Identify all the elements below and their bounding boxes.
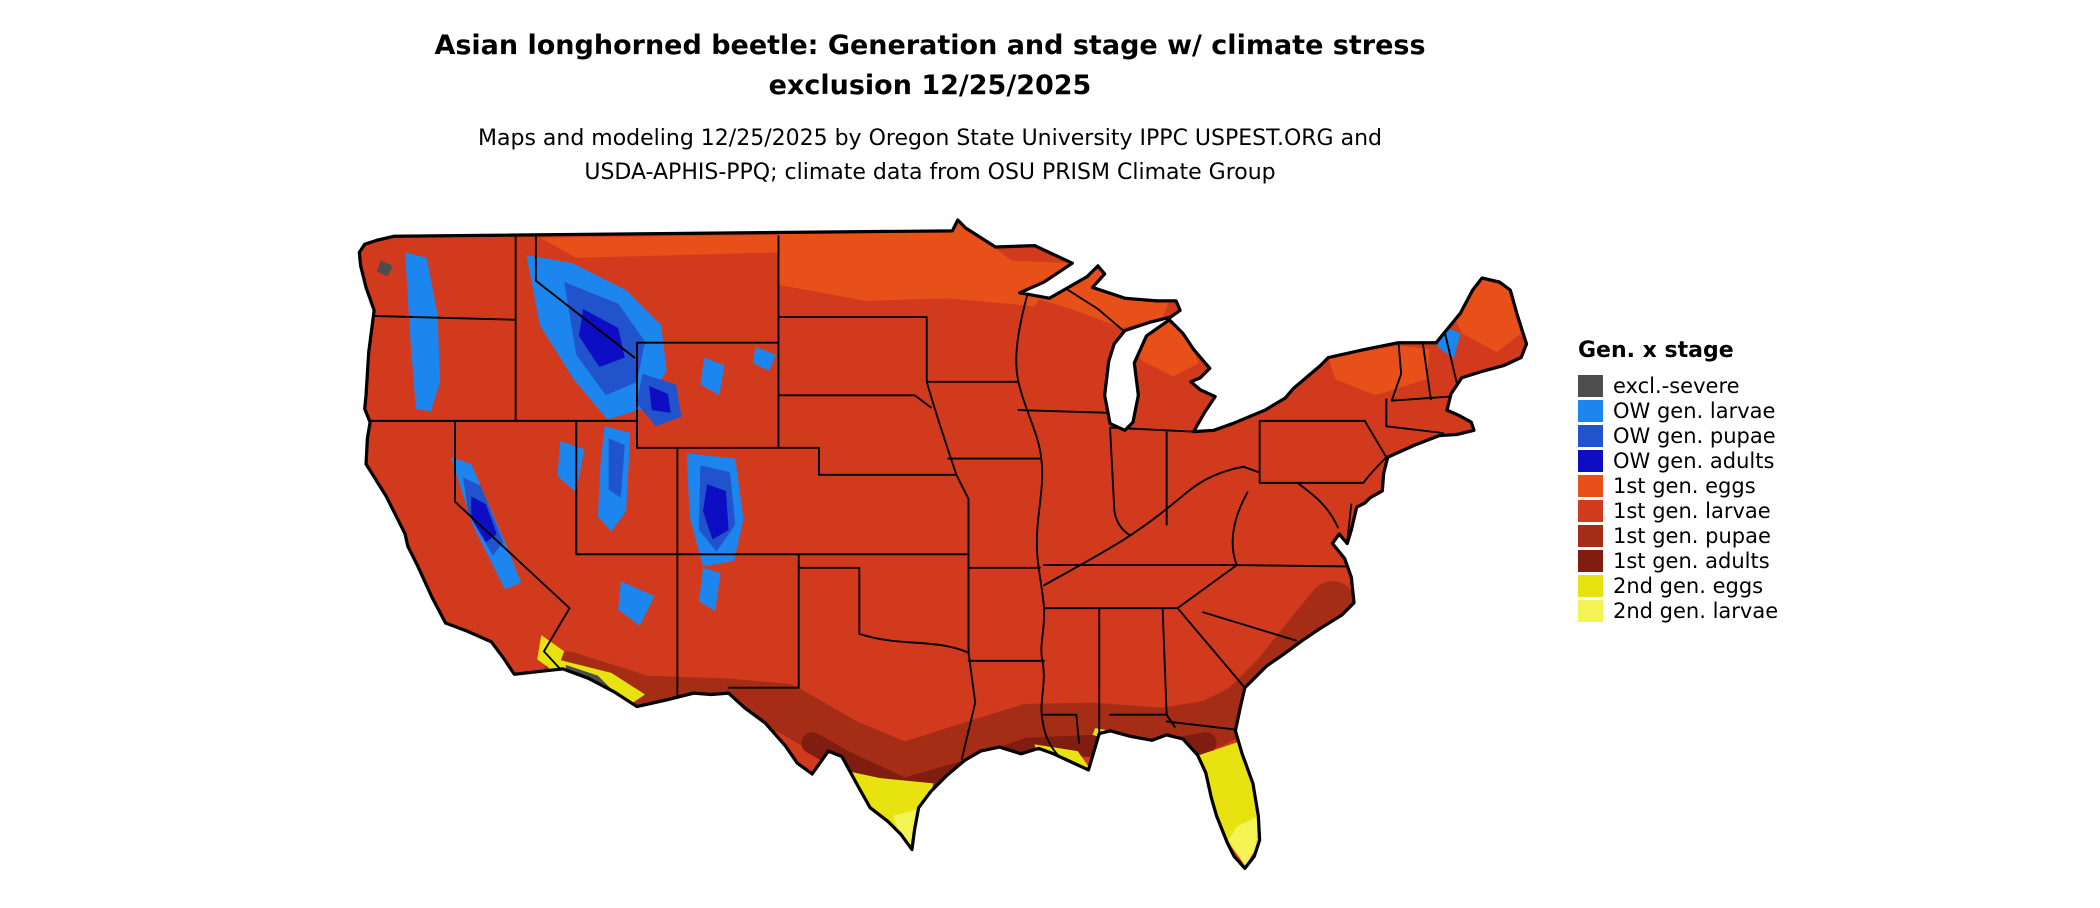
legend-item-label: 2nd gen. eggs [1613, 573, 1764, 598]
legend-item-label: excl.-severe [1613, 373, 1740, 398]
legend-items: excl.-severe OW gen. larvae OW gen. pupae O… [1578, 373, 1838, 623]
page-subtitle: Maps and modeling 12/25/2025 by Oregon S… [0, 122, 1860, 190]
legend-swatch [1578, 374, 1603, 397]
legend-item: 1st gen. adults [1578, 548, 1838, 573]
legend-item: excl.-severe [1578, 373, 1838, 398]
legend-title: Gen. x stage [1578, 338, 1734, 363]
legend-item: 1st gen. eggs [1578, 473, 1838, 498]
legend-swatch [1578, 399, 1603, 422]
legend-swatch [1578, 474, 1603, 497]
legend-swatch [1578, 499, 1603, 522]
page-subtitle-line2: USDA-APHIS-PPQ; climate data from OSU PR… [584, 160, 1276, 185]
state-borders [363, 235, 1459, 762]
us-outline [357, 218, 1529, 870]
legend-item-label: 1st gen. pupae [1613, 523, 1771, 548]
legend-item-label: 1st gen. larvae [1613, 498, 1771, 523]
legend-item-label: 1st gen. adults [1613, 548, 1770, 573]
legend: Gen. x stage excl.-severe OW gen. larvae O… [1578, 338, 1838, 623]
regions-ow-adults [471, 309, 729, 543]
legend-item: 2nd gen. larvae [1578, 598, 1838, 623]
legend-swatch [1578, 549, 1603, 572]
us-phenology-map [300, 206, 1540, 908]
regions-gen1-eggs [539, 221, 1522, 396]
page-subtitle-line1: Maps and modeling 12/25/2025 by Oregon S… [478, 126, 1382, 151]
legend-item: OW gen. pupae [1578, 423, 1838, 448]
legend-swatch [1578, 599, 1603, 622]
legend-swatch [1578, 574, 1603, 597]
page-title-line1: Asian longhorned beetle: Generation and … [434, 30, 1426, 61]
legend-item: 1st gen. pupae [1578, 523, 1838, 548]
legend-swatch [1578, 449, 1603, 472]
legend-item-label: OW gen. adults [1613, 448, 1775, 473]
page-title: Asian longhorned beetle: Generation and … [0, 26, 1860, 106]
legend-item: 1st gen. larvae [1578, 498, 1838, 523]
map-svg [357, 218, 1529, 870]
legend-item-label: OW gen. larvae [1613, 398, 1776, 423]
legend-item: OW gen. larvae [1578, 398, 1838, 423]
legend-item-label: 1st gen. eggs [1613, 473, 1756, 498]
legend-swatch [1578, 524, 1603, 547]
legend-swatch [1578, 424, 1603, 447]
legend-item-label: 2nd gen. larvae [1613, 598, 1779, 623]
legend-item: OW gen. adults [1578, 448, 1838, 473]
legend-item-label: OW gen. pupae [1613, 423, 1776, 448]
legend-item: 2nd gen. eggs [1578, 573, 1838, 598]
page-title-line2: exclusion 12/25/2025 [768, 70, 1092, 101]
